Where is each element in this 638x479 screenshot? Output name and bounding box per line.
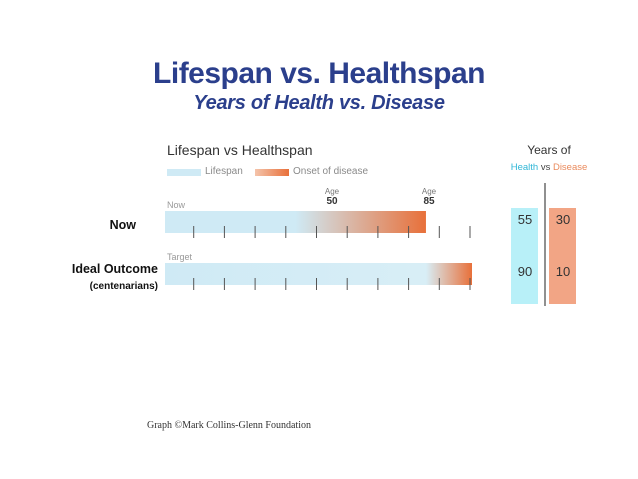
legend-disease-label: Onset of disease: [293, 166, 369, 177]
row-label-ideal: Ideal Outcome: [71, 262, 158, 276]
legend-lifespan-swatch: [167, 169, 201, 176]
years-title: Years of: [527, 143, 571, 157]
age-value-85: 85: [423, 196, 435, 207]
row-sublabel-ideal: (centenarians): [89, 281, 158, 292]
age-caption-50: Age: [324, 187, 340, 196]
legend-lifespan: Lifespan: [167, 166, 277, 178]
slide-subtitle: Years of Health vs. Disease: [193, 92, 445, 114]
chart-title: Lifespan vs Healthspan: [167, 142, 313, 158]
years-legend-health: Health: [510, 162, 539, 173]
health-value-now: 55: [517, 212, 533, 227]
legend-disease-swatch: [255, 169, 289, 176]
row-marker-target: Target: [167, 252, 193, 262]
years-legend: Health vs Disease: [494, 162, 604, 173]
age-value-50: 50: [326, 196, 338, 207]
years-legend-vs: vs: [540, 162, 551, 173]
years-legend-disease: Disease: [552, 162, 588, 173]
disease-column: [549, 208, 576, 304]
legend-disease: Onset of disease: [255, 166, 395, 178]
disease-value-now: 30: [555, 212, 571, 227]
lifespan-bar-1: [165, 263, 472, 285]
row-marker-now: Now: [167, 200, 186, 210]
credit-text: Graph ©Mark Collins-Glenn Foundation: [147, 420, 311, 431]
health-column: [511, 208, 538, 304]
legend-lifespan-label: Lifespan: [205, 166, 243, 177]
health-value-ideal: 90: [517, 264, 533, 279]
slide-title: Lifespan vs. Healthspan: [153, 57, 485, 90]
lifespan-bar-0: [165, 211, 426, 233]
row-label-now: Now: [109, 218, 136, 232]
disease-value-ideal: 10: [555, 264, 571, 279]
age-caption-85: Age: [421, 187, 437, 196]
